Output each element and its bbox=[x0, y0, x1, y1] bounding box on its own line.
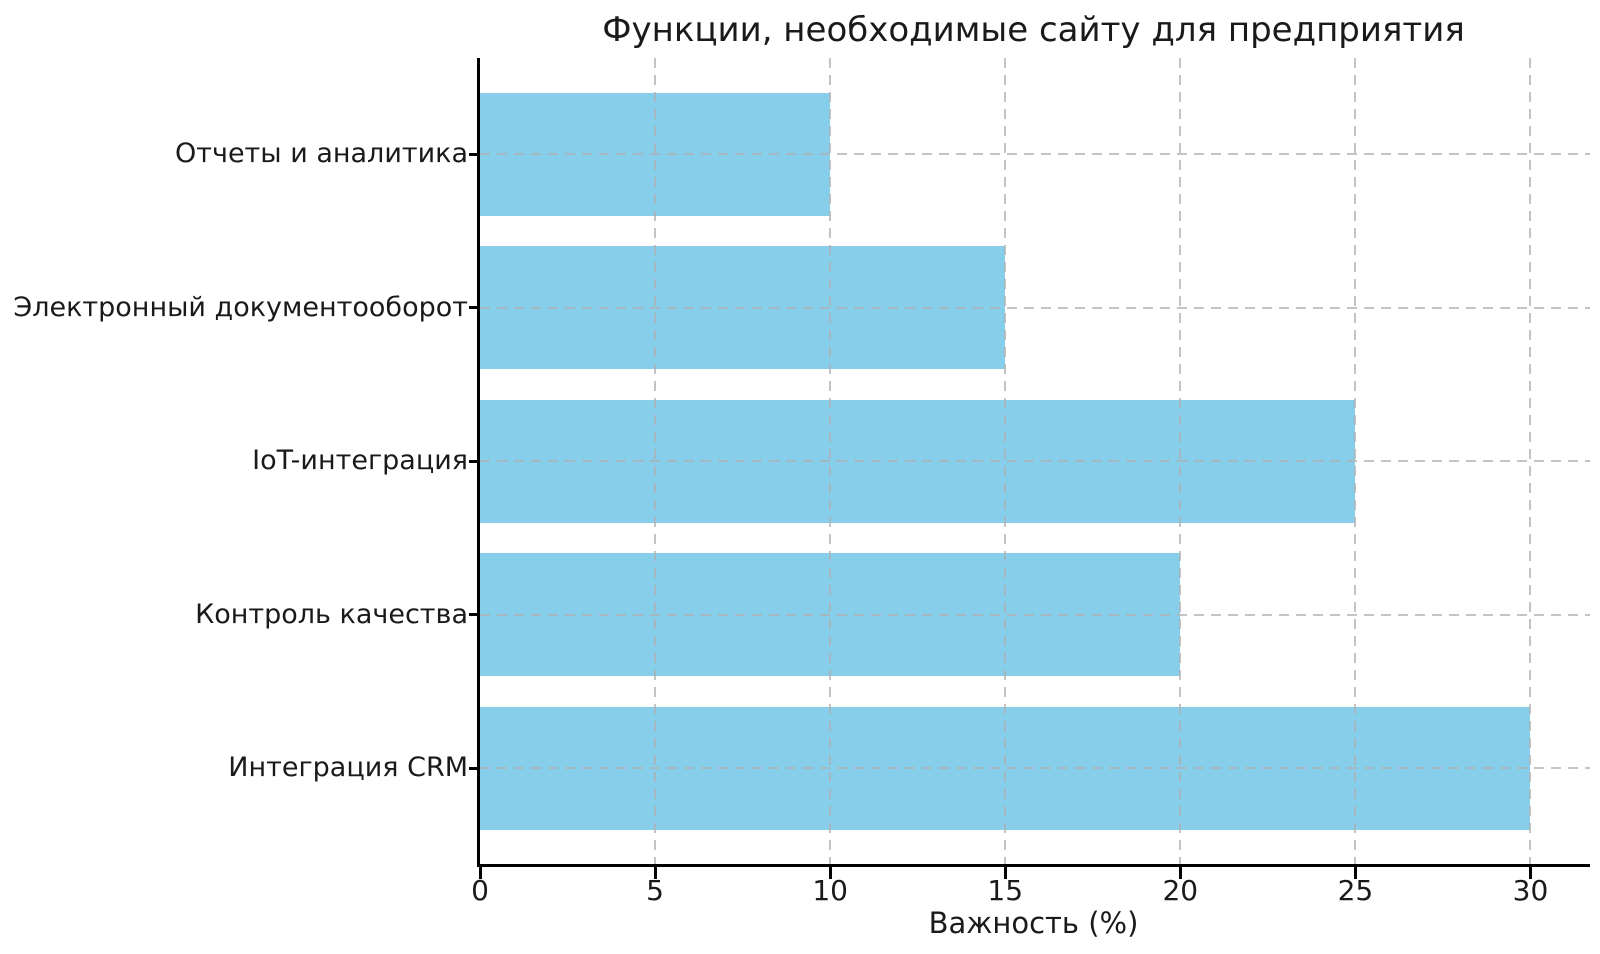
x-tick-mark bbox=[1178, 867, 1182, 879]
x-tick-mark bbox=[1528, 867, 1532, 879]
y-tick-mark bbox=[469, 459, 477, 463]
gridline-y bbox=[480, 613, 1590, 616]
gridline-y bbox=[480, 153, 1590, 155]
x-axis-label: Важность (%) bbox=[928, 906, 1139, 940]
x-tick-mark bbox=[1353, 867, 1357, 879]
x-tick-mark bbox=[653, 867, 657, 879]
category-label: Интеграция CRM bbox=[228, 752, 468, 783]
y-tick-mark bbox=[469, 306, 477, 309]
x-tick-label: 20 bbox=[1162, 874, 1199, 907]
x-tick-label: 5 bbox=[646, 874, 664, 907]
category-label: IoT-интеграция bbox=[252, 445, 468, 476]
x-tick-label: 25 bbox=[1337, 874, 1374, 907]
y-tick-mark bbox=[469, 766, 477, 770]
category-label: Отчеты и аналитика bbox=[175, 138, 468, 169]
x-tick-mark bbox=[478, 867, 482, 879]
category-label: Контроль качества bbox=[195, 598, 468, 630]
x-tick-label: 10 bbox=[812, 874, 848, 907]
chart-title: Функции, необходимые сайту для предприят… bbox=[602, 10, 1465, 50]
gridline-y bbox=[480, 767, 1590, 769]
x-tick-mark bbox=[828, 867, 832, 879]
gridline-y bbox=[480, 306, 1590, 309]
y-tick-mark bbox=[469, 152, 477, 156]
plot-area bbox=[477, 58, 1590, 867]
x-tick-label: 30 bbox=[1512, 874, 1549, 907]
gridline-y bbox=[480, 460, 1590, 462]
y-tick-mark bbox=[469, 613, 477, 616]
category-label: Электронный документооборот bbox=[13, 291, 468, 323]
x-tick-label: 15 bbox=[987, 874, 1024, 907]
x-tick-label: 0 bbox=[471, 874, 489, 907]
x-tick-mark bbox=[1003, 867, 1007, 879]
